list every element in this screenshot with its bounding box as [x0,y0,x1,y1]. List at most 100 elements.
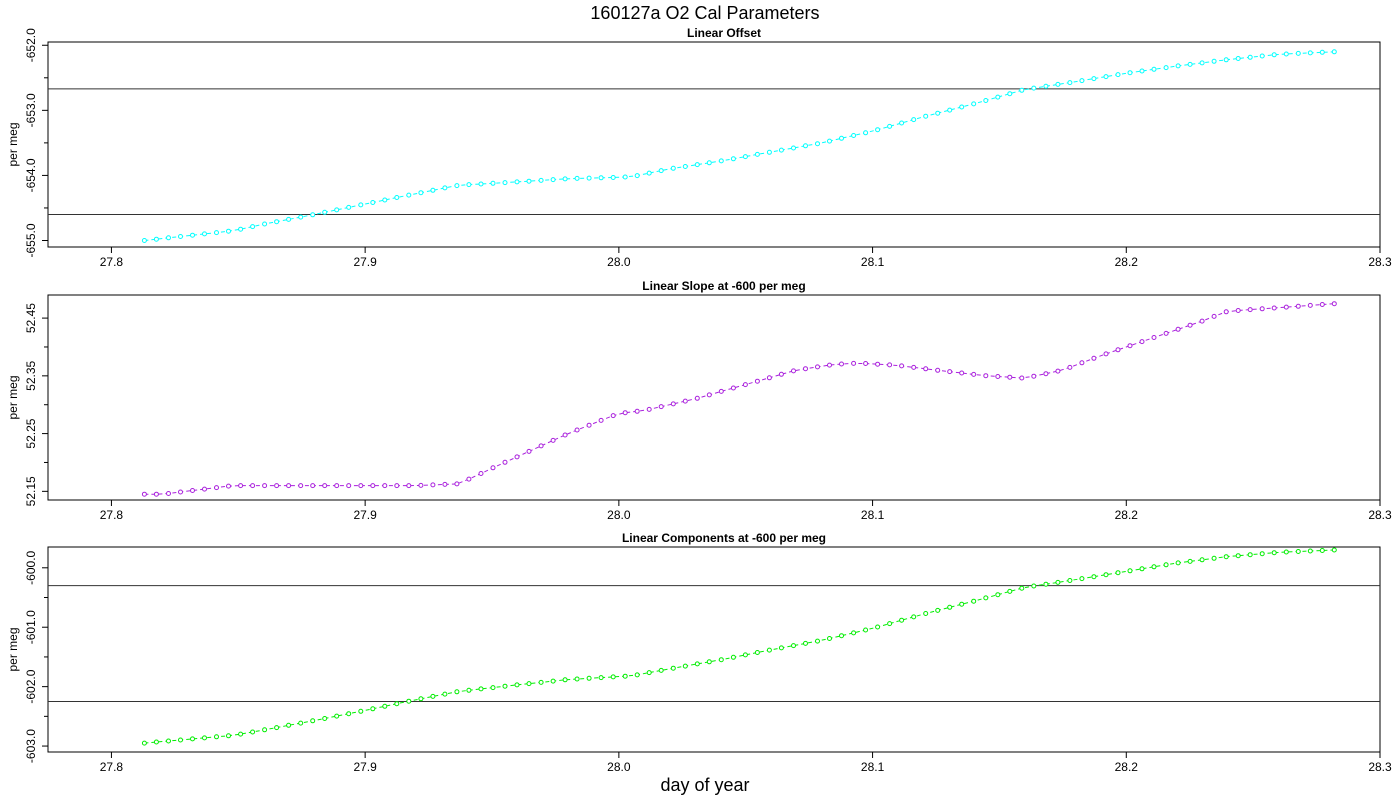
x-tick-label: 27.9 [353,508,377,522]
data-point [634,408,640,414]
data-point [574,427,580,433]
data-point [1187,558,1193,564]
x-tick-label: 28.1 [861,760,885,774]
data-point [226,483,231,489]
data-point [778,645,784,651]
data-point [622,174,628,180]
data-point [1175,63,1181,69]
x-tick-label: 27.8 [100,760,124,774]
y-tick-label: -654.0 [24,158,38,192]
data-point [622,410,628,416]
data-point [250,224,256,230]
y-tick-label: 52.35 [24,361,38,391]
data-point [827,362,832,368]
data-point [490,465,496,471]
panel-title: Linear Components at -600 per meg [622,531,826,545]
data-point [911,117,917,123]
data-point [839,633,844,639]
data-point [718,657,724,663]
data-point [1163,330,1169,336]
data-point [1319,548,1325,553]
data-point [1031,583,1037,589]
data-point [706,392,712,398]
data-point [1139,339,1145,345]
data-point [742,652,748,658]
data-point [1199,557,1205,563]
data-point [1007,91,1013,97]
data-point [1175,560,1181,566]
data-point [502,180,508,186]
data-point [514,179,520,185]
data-point [1283,304,1289,310]
data-point [742,382,748,388]
data-point [1139,566,1145,572]
data-point [622,673,628,679]
data-point [1223,554,1229,560]
y-tick-label: -655.0 [24,223,38,257]
data-point [983,98,989,103]
data-point [1283,51,1289,57]
data-point [190,232,195,238]
data-point [238,226,244,232]
panel-2: Linear Slope at -600 per meg per meg 27.8 2… [6,279,1392,522]
data-point [370,706,376,712]
y-axis-label: per meg [6,122,20,166]
data-point [1247,54,1253,60]
data-point [1007,588,1013,594]
panel-1: Linear Offset per meg 27.8 27.9 28.0 28.1 28.2… [6,26,1392,269]
data-point [286,483,292,489]
panel-title: Linear Slope at -600 per meg [642,279,805,293]
data-point [1307,302,1313,308]
data-point [274,725,280,731]
data-point [214,230,219,236]
x-tick-label: 28.2 [1115,255,1139,269]
data-point [430,187,436,193]
data-point [1079,78,1085,84]
data-point [238,483,244,489]
y-tick-label: 52.15 [24,476,38,506]
data-point [694,162,700,168]
panel-3: Linear Components at -600 per meg per meg… [6,531,1392,774]
data-point [358,202,364,208]
data-point [1031,373,1037,379]
data-point [310,483,316,489]
data-point [382,197,388,203]
data-point [803,640,808,646]
data-point [1079,360,1085,366]
data-point [562,677,568,683]
data-point [322,209,328,215]
data-point [983,373,989,379]
data-point [1259,551,1265,557]
data-point [1151,335,1157,340]
data-point [899,120,905,126]
data-point [791,368,796,374]
data-point [190,488,195,493]
data-point [598,675,604,681]
data-point [454,481,460,487]
data-point [887,362,893,368]
data-point [1199,318,1205,324]
data-point [1091,574,1097,580]
data-point [1235,553,1241,559]
data-point [1247,552,1253,558]
data-point [166,738,171,744]
data-point [694,395,700,401]
data-point [394,483,400,489]
data-point [382,703,388,709]
data-point [718,388,724,394]
data-point [911,614,917,620]
data-point [1055,368,1061,374]
data-point [1187,322,1193,328]
data-point [899,363,905,369]
data-point [995,94,1001,100]
data-point [346,204,352,210]
data-point [706,160,712,166]
data-point [334,483,340,489]
data-point [778,147,784,153]
data-point [141,491,147,497]
data-point [959,104,965,110]
data-point [1067,80,1073,86]
data-point [1307,548,1313,554]
data-point [1223,309,1229,315]
data-point [875,624,881,630]
